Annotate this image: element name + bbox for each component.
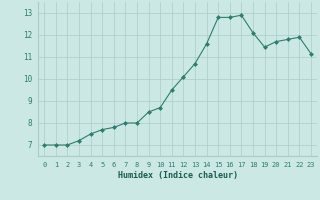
X-axis label: Humidex (Indice chaleur): Humidex (Indice chaleur) <box>118 171 238 180</box>
